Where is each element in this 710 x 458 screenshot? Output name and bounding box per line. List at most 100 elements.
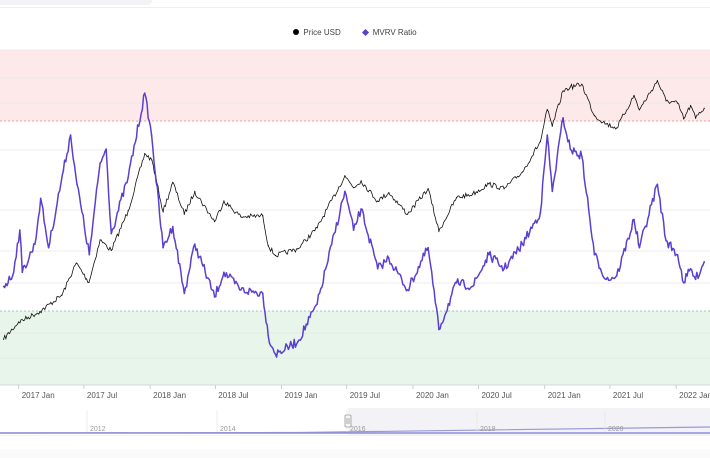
price-point: [689, 105, 692, 107]
price-point: [162, 211, 164, 213]
mvrv-point: [521, 243, 524, 245]
mvrv-point: [127, 176, 129, 179]
mvrv-point: [267, 334, 270, 337]
mvrv-point: [682, 282, 685, 284]
mvrv-chart: 2017 Jan 2017 Jul 2018 Jan 2018 Jul 2019 Jan…: [0, 49, 710, 400]
price-point: [438, 230, 440, 232]
mvrv-point: [76, 183, 78, 186]
price-point: [240, 216, 242, 218]
mvrv-point: [406, 289, 409, 291]
price-point: [546, 109, 548, 111]
x-tick-label: 2017 Jan: [22, 391, 55, 400]
price-point: [633, 95, 635, 97]
mvrv-point: [376, 267, 379, 270]
price-point: [539, 140, 542, 143]
mvrv-series-layer: [2, 92, 706, 358]
mvrv-point: [274, 353, 277, 355]
mvrv-point: [581, 155, 583, 157]
mvrv-point: [593, 253, 596, 256]
bottom-scrollbar[interactable]: [0, 449, 710, 458]
price-point: [503, 188, 505, 190]
page-top-strip: [0, 0, 710, 8]
mvrv-point: [39, 197, 42, 200]
mvrv-point: [316, 303, 318, 305]
mvrv-point: [546, 134, 549, 136]
price-point: [377, 200, 379, 202]
mvrv-point: [551, 190, 554, 193]
mvrv-point: [388, 257, 390, 260]
mvrv-point: [352, 229, 355, 231]
range-navigator[interactable]: 2012 2014 2016 2018 2020: [0, 408, 710, 436]
price-legend-marker: [293, 29, 300, 35]
grid-layer: [0, 49, 710, 359]
mvrv-point: [605, 278, 608, 281]
price-point: [39, 310, 41, 313]
top-divider: [0, 7, 710, 8]
mvrv-point: [21, 271, 24, 274]
price-point: [388, 192, 390, 194]
legend-item-mvrv[interactable]: MVRV Ratio: [361, 28, 417, 37]
price-point: [316, 227, 318, 229]
mvrv-point: [615, 275, 618, 277]
price-point: [3, 338, 5, 340]
overvalued-zone: [0, 50, 710, 121]
price-point: [521, 171, 524, 173]
mvrv-point: [633, 218, 635, 221]
price-point: [18, 321, 20, 323]
x-tick-label: 2018 Jan: [153, 391, 186, 400]
mvrv-point: [11, 275, 14, 277]
mvrv-point: [344, 190, 346, 193]
price-point: [144, 153, 146, 155]
x-axis: 2017 Jan 2017 Jul 2018 Jan 2018 Jul 2019 Jan…: [0, 384, 710, 400]
price-point: [213, 220, 216, 223]
mvrv-point: [183, 292, 186, 295]
price-point: [581, 83, 583, 85]
price-point: [75, 262, 77, 264]
mvrv-point: [360, 208, 362, 210]
price-point: [616, 127, 618, 129]
mvrv-point: [193, 243, 196, 245]
mvrv-line: [3, 92, 705, 358]
zone-layer: [0, 50, 710, 385]
x-tick-label: 2017 Jul: [87, 391, 117, 400]
x-tick-label: 2019 Jul: [350, 391, 380, 400]
price-point: [551, 125, 553, 127]
legend: Price USD MVRV Ratio: [0, 24, 710, 40]
mvrv-point: [503, 267, 505, 270]
mvrv-point: [19, 229, 21, 231]
price-point: [151, 159, 153, 161]
x-tick-label: 2021 Jul: [613, 391, 643, 400]
mvrv-point: [47, 246, 50, 249]
mvrv-point: [88, 253, 91, 256]
price-point: [562, 90, 564, 92]
price-series-layer: [3, 79, 705, 341]
mvrv-point: [172, 225, 174, 228]
price-line: [3, 79, 705, 341]
price-point: [297, 248, 299, 250]
price-point: [267, 245, 269, 247]
navigator-year-label: 2012: [90, 426, 106, 433]
mvrv-point: [471, 285, 474, 288]
price-point: [360, 180, 362, 182]
mvrv-point: [539, 211, 542, 214]
price-point: [683, 118, 685, 120]
mvrv-point: [150, 134, 153, 136]
price-point: [472, 193, 474, 195]
mvrv-point: [223, 271, 225, 274]
navigator-left-handle[interactable]: [344, 414, 352, 428]
navigator-year-label: 2016: [350, 426, 366, 433]
x-tick-label: 2020 Jan: [416, 391, 449, 400]
mvrv-point: [488, 253, 490, 256]
mvrv-point: [213, 296, 216, 298]
mvrv-point: [438, 328, 440, 331]
mvrv-point: [69, 134, 72, 136]
mvrv-point: [455, 282, 458, 284]
mvrv-legend-marker: [361, 28, 369, 36]
legend-item-price[interactable]: Price USD: [293, 28, 341, 37]
mvrv-point: [656, 183, 659, 186]
price-point: [88, 281, 90, 283]
mvrv-point: [162, 246, 164, 249]
price-point: [262, 215, 264, 217]
navigator-year-label: 2020: [608, 426, 624, 433]
mvrv-point: [676, 253, 679, 256]
